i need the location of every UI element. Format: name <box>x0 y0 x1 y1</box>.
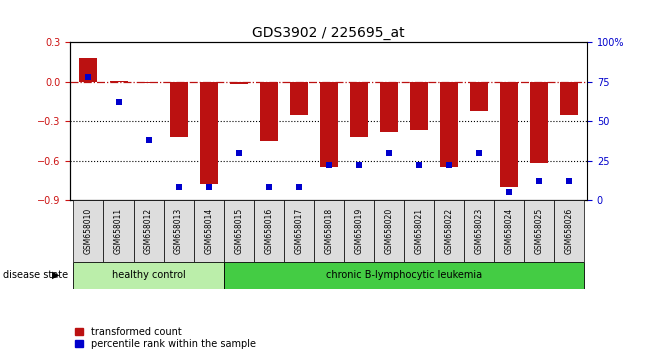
Point <box>323 162 334 168</box>
Bar <box>194 200 223 262</box>
Point <box>234 150 244 156</box>
Title: GDS3902 / 225695_at: GDS3902 / 225695_at <box>252 26 405 40</box>
Text: healthy control: healthy control <box>111 270 185 280</box>
Bar <box>494 200 524 262</box>
Text: GSM658010: GSM658010 <box>84 208 93 254</box>
Bar <box>530 82 548 163</box>
Bar <box>134 200 164 262</box>
Bar <box>164 200 194 262</box>
Text: GSM658019: GSM658019 <box>354 208 363 254</box>
Text: GSM658024: GSM658024 <box>505 208 513 254</box>
Text: GSM658012: GSM658012 <box>144 208 153 254</box>
Text: chronic B-lymphocytic leukemia: chronic B-lymphocytic leukemia <box>326 270 482 280</box>
Bar <box>470 82 488 111</box>
Bar <box>314 200 344 262</box>
Text: GSM658023: GSM658023 <box>474 208 484 254</box>
Point <box>354 162 364 168</box>
Bar <box>260 82 278 141</box>
Bar <box>284 200 314 262</box>
Text: GSM658025: GSM658025 <box>535 208 544 254</box>
Point <box>143 137 154 143</box>
Bar <box>223 262 584 289</box>
Text: GSM658011: GSM658011 <box>114 208 123 254</box>
Point <box>533 178 544 184</box>
Point <box>474 150 484 156</box>
Point <box>413 162 424 168</box>
Text: GSM658017: GSM658017 <box>295 208 303 254</box>
Point <box>564 178 574 184</box>
Text: GSM658022: GSM658022 <box>444 208 454 254</box>
Bar <box>320 82 338 167</box>
Bar <box>223 200 254 262</box>
Text: GSM658013: GSM658013 <box>174 208 183 254</box>
Text: GSM658026: GSM658026 <box>564 208 574 254</box>
Text: GSM658015: GSM658015 <box>234 208 243 254</box>
Bar <box>103 200 134 262</box>
Text: GSM658016: GSM658016 <box>264 208 273 254</box>
Bar <box>524 200 554 262</box>
Bar <box>500 82 518 187</box>
Point <box>293 184 304 190</box>
Bar <box>109 81 127 82</box>
Text: disease state: disease state <box>3 270 68 280</box>
Bar <box>374 200 404 262</box>
Bar <box>140 82 158 83</box>
Bar <box>554 200 584 262</box>
Point <box>203 184 214 190</box>
Bar <box>73 200 103 262</box>
Point <box>444 162 454 168</box>
Bar <box>199 82 217 184</box>
Bar <box>434 200 464 262</box>
Point <box>83 74 94 80</box>
Bar <box>440 82 458 167</box>
Bar <box>344 200 374 262</box>
Bar <box>560 82 578 115</box>
Bar <box>170 82 188 137</box>
Bar <box>73 262 223 289</box>
Legend: transformed count, percentile rank within the sample: transformed count, percentile rank withi… <box>75 327 256 349</box>
Text: GSM658020: GSM658020 <box>384 208 393 254</box>
Point <box>113 99 124 105</box>
Text: GSM658021: GSM658021 <box>415 208 423 254</box>
Bar <box>350 82 368 137</box>
Bar <box>229 82 248 85</box>
Bar <box>380 82 398 132</box>
Bar <box>404 200 434 262</box>
Point <box>384 150 395 156</box>
Bar <box>79 58 97 82</box>
Text: GSM658018: GSM658018 <box>324 208 333 254</box>
Text: GSM658014: GSM658014 <box>204 208 213 254</box>
Text: ▶: ▶ <box>52 270 60 280</box>
Point <box>173 184 184 190</box>
Bar <box>410 82 428 130</box>
Bar <box>254 200 284 262</box>
Bar <box>464 200 494 262</box>
Point <box>263 184 274 190</box>
Point <box>504 189 515 195</box>
Bar <box>290 82 308 115</box>
